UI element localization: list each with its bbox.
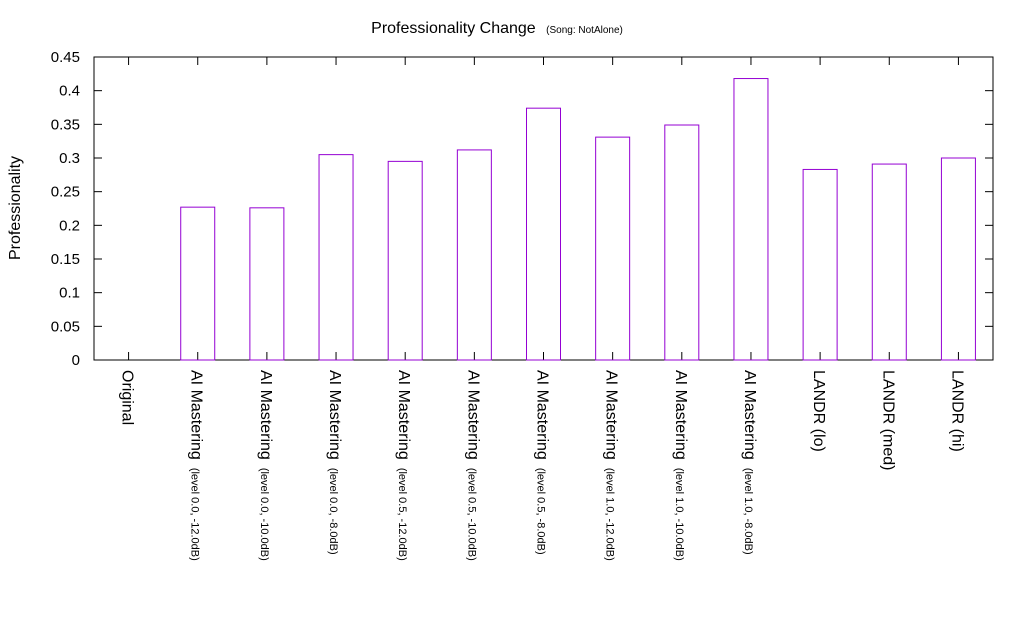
x-axis-labels: Original AI Mastering (level 0.0, -12.0dB)… [119,370,966,561]
x-category-sub: (level 0.5, -8.0dB) [535,468,547,555]
y-tick-label: 0.4 [59,83,80,100]
x-category-label: AI Mastering (level 0.5, -12.0dB) [395,370,412,561]
bar [940,157,976,361]
x-category-label: AI Mastering (level 0.0, -8.0dB) [326,370,343,555]
x-category-main: AI Mastering [672,370,689,460]
y-tick-label: 0.15 [51,251,80,268]
svg-text:AI Mastering(level 0.5, -8.0dB: AI Mastering (level 0.5, -8.0dB) [534,370,551,555]
bar [664,124,700,361]
x-category-label: AI Mastering (level 0.5, -10.0dB) [464,370,481,561]
x-category-label: AI Mastering (level 0.5, -8.0dB) [534,370,551,555]
bar [595,136,631,361]
svg-text:AI Mastering(level 1.0, -12.0d: AI Mastering (level 1.0, -12.0dB) [603,370,620,561]
x-category-sub: (level 0.0, -8.0dB) [327,468,339,555]
bar [733,78,769,361]
x-category-sub: (level 0.0, -12.0dB) [189,468,201,561]
svg-text:AI Mastering(level 1.0, -8.0dB: AI Mastering (level 1.0, -8.0dB) [741,370,758,555]
svg-text:AI Mastering(level 0.0, -10.0d: AI Mastering (level 0.0, -10.0dB) [257,370,274,561]
axes-frame [93,56,994,361]
x-category-sub: (level 1.0, -12.0dB) [604,468,616,561]
x-category-sub: (level 1.0, -10.0dB) [673,468,685,561]
x-category-main: LANDR (hi) [948,370,965,452]
x-category-main: LANDR (lo) [810,370,827,452]
svg-text:AI Mastering(level 0.0, -12.0d: AI Mastering (level 0.0, -12.0dB) [188,370,205,561]
x-category-label: AI Mastering (level 1.0, -8.0dB) [741,370,758,555]
bar [387,160,423,361]
y-tick-label: 0.2 [59,217,80,234]
bar [802,168,838,361]
bar [180,206,216,361]
chart-title: Professionality Change (Song: NotAlone) [371,20,623,37]
y-tick-label: 0.3 [59,150,80,167]
bar [249,207,285,361]
x-category-main: LANDR (med) [879,370,896,470]
bar [456,149,492,361]
y-tick-label: 0.1 [59,285,80,302]
bar [526,107,561,361]
x-category-sub: (level 0.0, -10.0dB) [258,468,270,561]
x-category-main: AI Mastering [534,370,551,460]
bar [318,154,354,361]
y-tick-label: 0.45 [51,49,80,66]
svg-text:AI Mastering(level 0.5, -10.0d: AI Mastering (level 0.5, -10.0dB) [464,370,481,561]
y-tick-label: 0.35 [51,116,80,133]
x-category-label: LANDR (med) [879,370,896,470]
y-tick-label: 0.05 [51,318,80,335]
chart-title-subtitle: (Song: NotAlone) [546,25,623,36]
x-category-sub: (level 1.0, -8.0dB) [742,468,754,555]
x-category-main: AI Mastering [741,370,758,460]
y-axis-label: Professionality [7,156,24,260]
bar [871,163,907,361]
svg-text:Original: Original [119,370,136,425]
svg-text:AI Mastering(level 0.0, -8.0dB: AI Mastering (level 0.0, -8.0dB) [326,370,343,555]
x-category-main: Original [119,370,136,425]
x-category-main: AI Mastering [326,370,343,460]
x-category-main: AI Mastering [603,370,620,460]
y-tick-label: 0.25 [51,184,80,201]
x-category-main: AI Mastering [395,370,412,460]
x-category-label: AI Mastering (level 0.0, -10.0dB) [257,370,274,561]
x-category-label: AI Mastering (level 1.0, -12.0dB) [603,370,620,561]
x-category-main: AI Mastering [464,370,481,460]
x-category-main: AI Mastering [257,370,274,460]
y-axis-ticks: 0 0.05 0.1 0.15 0.2 0.25 0.3 0.35 0.4 0.45 [51,49,993,369]
x-category-label: AI Mastering (level 0.0, -12.0dB) [188,370,205,561]
x-category-label: LANDR (lo) [810,370,827,452]
svg-text:LANDR (med): LANDR (med) [879,370,896,470]
plot-border [93,56,994,361]
x-category-sub: (level 0.5, -10.0dB) [465,468,477,561]
svg-text:AI Mastering(level 0.5, -12.0d: AI Mastering (level 0.5, -12.0dB) [395,370,412,561]
svg-text:LANDR (hi): LANDR (hi) [948,370,965,452]
x-category-label: AI Mastering (level 1.0, -10.0dB) [672,370,689,561]
chart-title-main: Professionality Change [371,20,536,37]
x-category-label: Original [119,370,136,425]
y-tick-label: 0 [72,352,80,369]
x-category-label: LANDR (hi) [948,370,965,452]
bars [128,57,976,361]
svg-text:AI Mastering(level 1.0, -10.0d: AI Mastering (level 1.0, -10.0dB) [672,370,689,561]
x-category-main: AI Mastering [188,370,205,460]
x-category-sub: (level 0.5, -12.0dB) [396,468,408,561]
svg-text:LANDR (lo): LANDR (lo) [810,370,827,452]
